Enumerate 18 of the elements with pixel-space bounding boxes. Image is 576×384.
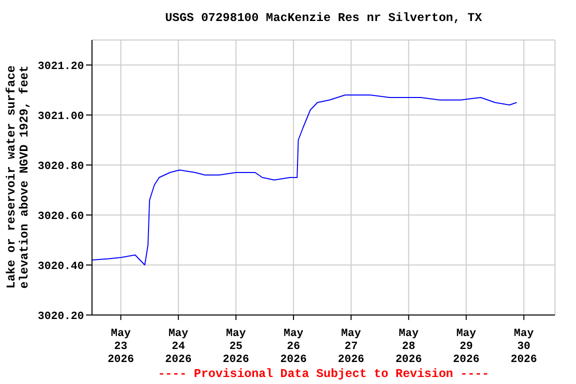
line-series xyxy=(92,94,518,266)
y-tick-label: 3020.80 xyxy=(38,160,84,173)
x-tick-label: May 27 2026 xyxy=(338,328,364,366)
x-tick-label: May 24 2026 xyxy=(165,328,192,366)
x-tick-label: May 30 2026 xyxy=(510,328,538,366)
y-tick-label: 3021.20 xyxy=(38,60,84,73)
y-tick-label: 3021.00 xyxy=(38,110,84,123)
y-tick-label: 3020.40 xyxy=(38,260,84,273)
x-tick-label: May 23 2026 xyxy=(108,328,134,366)
y-axis-title: Lake or reservoir water surface elevation above NGVD 1929, feet xyxy=(4,65,32,289)
text: ---- Provisional Data Subject to Revision ---- xyxy=(156,367,490,381)
x-tick-label: May 26 2026 xyxy=(280,328,307,366)
chart-title: USGS 07298100 MacKenzie Res nr Silverton, TX xyxy=(164,11,483,25)
x-tick-label: May 25 2026 xyxy=(222,328,250,366)
y-tick-label: 3020.60 xyxy=(38,210,84,223)
y-tick-label: 3020.20 xyxy=(38,310,84,323)
x-tick-label: May 29 2026 xyxy=(453,328,480,366)
x-tick-label: May 28 2026 xyxy=(395,328,422,366)
